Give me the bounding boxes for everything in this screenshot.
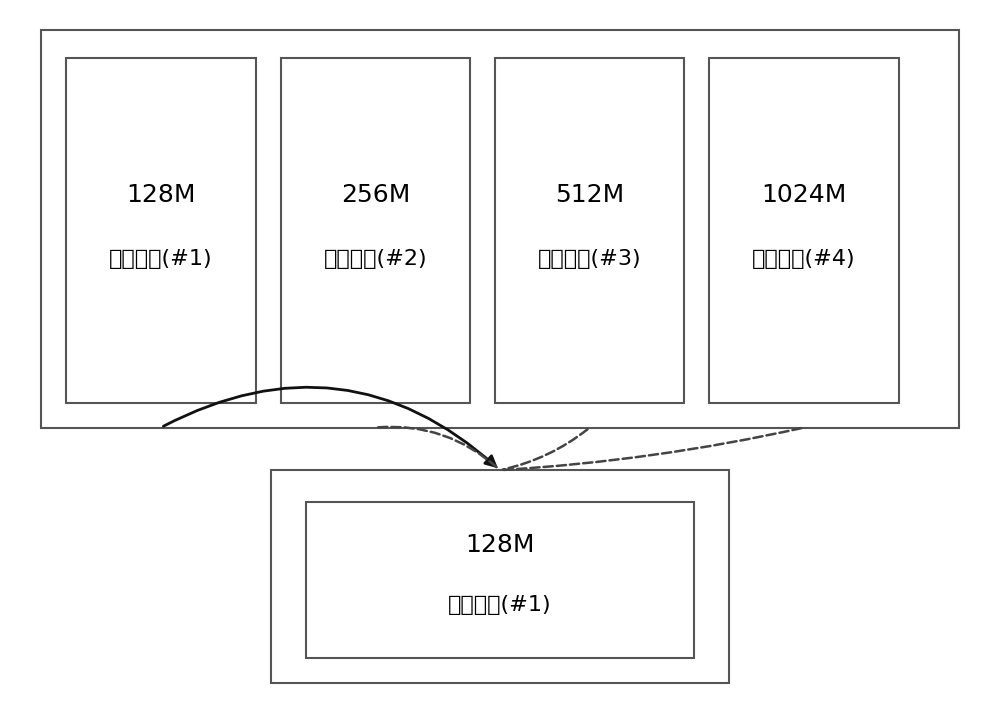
Bar [66,58,256,403]
Text: 128M: 128M [465,533,535,557]
Text: 镜像文件(#3): 镜像文件(#3) [538,249,642,269]
Bar [495,58,684,403]
Text: 镜像文件(#4): 镜像文件(#4) [752,249,856,269]
Text: 1024M: 1024M [761,183,847,207]
Bar [281,58,470,403]
Bar [41,30,959,428]
Text: 256M: 256M [341,183,410,207]
Text: 镜像文件(#2): 镜像文件(#2) [324,249,427,269]
Bar [306,502,694,658]
Text: 镜像文件(#1): 镜像文件(#1) [448,595,552,615]
Bar [709,58,899,403]
Text: 镜像文件(#1): 镜像文件(#1) [109,249,213,269]
Text: 512M: 512M [555,183,624,207]
Bar [271,470,729,683]
Text: 128M: 128M [126,183,196,207]
